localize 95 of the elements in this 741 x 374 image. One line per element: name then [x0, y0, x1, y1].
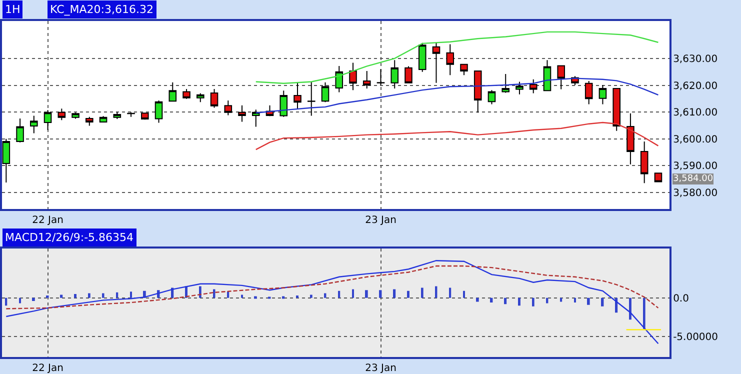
bar	[449, 288, 452, 298]
candlestick	[488, 90, 496, 105]
candlestick	[362, 70, 371, 89]
bar	[116, 292, 118, 298]
bar	[60, 294, 63, 298]
bar	[241, 294, 243, 298]
candlestick	[529, 78, 538, 94]
bar	[587, 298, 590, 305]
candlestick	[432, 42, 440, 84]
y-tick-label: 3,580.00	[673, 188, 718, 199]
candlestick	[474, 70, 482, 114]
candlestick	[280, 90, 288, 118]
x-tick-label: 23 Jan	[365, 214, 396, 226]
candlestick	[349, 62, 357, 91]
bar	[393, 289, 396, 298]
candlestick	[321, 82, 330, 103]
x-tick-label: 22 Jan	[32, 214, 64, 226]
candlestick	[418, 42, 426, 72]
candlestick	[294, 82, 302, 110]
candlestick	[154, 100, 163, 124]
bar	[546, 298, 548, 304]
candlestick	[252, 109, 260, 128]
candlestick	[16, 118, 24, 143]
candlestick	[72, 112, 80, 120]
candlestick	[224, 100, 232, 116]
y-tick-label: 3,590.00	[673, 161, 718, 172]
bar	[504, 298, 507, 304]
candlestick	[557, 65, 565, 90]
y-tick-label: 3,620.00	[673, 80, 718, 92]
candlestick	[307, 81, 316, 116]
candlestick	[654, 172, 662, 182]
bar	[435, 286, 438, 298]
y-tick-label: 3,600.00	[673, 134, 718, 146]
candlestick	[99, 116, 108, 124]
bar	[32, 298, 35, 301]
bar	[227, 292, 230, 298]
y-tick-label: 0.0	[673, 293, 689, 304]
candlestick	[113, 112, 122, 120]
candlestick	[44, 110, 52, 131]
bar	[532, 298, 534, 306]
bar	[338, 290, 340, 298]
candlestick	[612, 88, 620, 132]
bar	[74, 294, 76, 298]
candlestick	[543, 60, 552, 92]
candlestick	[516, 81, 524, 95]
candlestick	[30, 115, 38, 134]
bar	[476, 298, 479, 302]
bar	[379, 290, 382, 298]
bar	[643, 298, 646, 329]
candlestick	[141, 112, 149, 120]
candlestick	[182, 88, 190, 100]
bar	[5, 298, 8, 306]
candlestick	[446, 44, 454, 76]
bar	[102, 293, 104, 298]
candlestick	[2, 138, 10, 184]
x-tick-label: 23 Jan	[365, 362, 396, 374]
bar	[324, 293, 326, 298]
bar	[518, 298, 520, 306]
y-tick-label: -5.00000	[673, 332, 718, 344]
bar	[19, 298, 22, 304]
text: KC_MA20:3,616.32	[50, 3, 154, 16]
bar	[421, 288, 424, 298]
candlestick	[168, 82, 177, 102]
candlestick	[376, 68, 385, 86]
bar	[88, 293, 90, 298]
bar	[601, 298, 604, 306]
candlestick	[584, 80, 593, 105]
bar	[574, 298, 576, 303]
candlestick	[58, 108, 66, 121]
bar	[352, 289, 354, 298]
bar	[199, 286, 202, 298]
chart-title: MACD12/26/9:-5.86354	[5, 231, 134, 244]
candlestick	[626, 112, 634, 165]
candlestick	[196, 92, 204, 103]
y-tick-label: 3,610.00	[673, 108, 718, 119]
x-tick-label: 22 Jan	[32, 362, 64, 374]
candlestick	[390, 60, 399, 89]
text: 3,584.00	[673, 174, 714, 184]
bar	[463, 290, 465, 298]
bar	[407, 290, 410, 298]
chart-title: 1H	[5, 3, 20, 16]
candlestick	[210, 88, 218, 108]
candlestick	[86, 116, 94, 126]
candlestick	[460, 64, 468, 76]
bar	[365, 290, 368, 298]
candlestick	[598, 84, 607, 105]
bar	[629, 298, 632, 320]
candlestick	[238, 104, 246, 122]
bar	[310, 294, 312, 298]
candlestick	[502, 74, 510, 94]
candlestick	[404, 66, 412, 84]
candlestick	[640, 141, 648, 184]
candlestick	[335, 65, 344, 93]
bar	[130, 292, 132, 298]
y-tick-label: 3,630.00	[673, 54, 718, 65]
